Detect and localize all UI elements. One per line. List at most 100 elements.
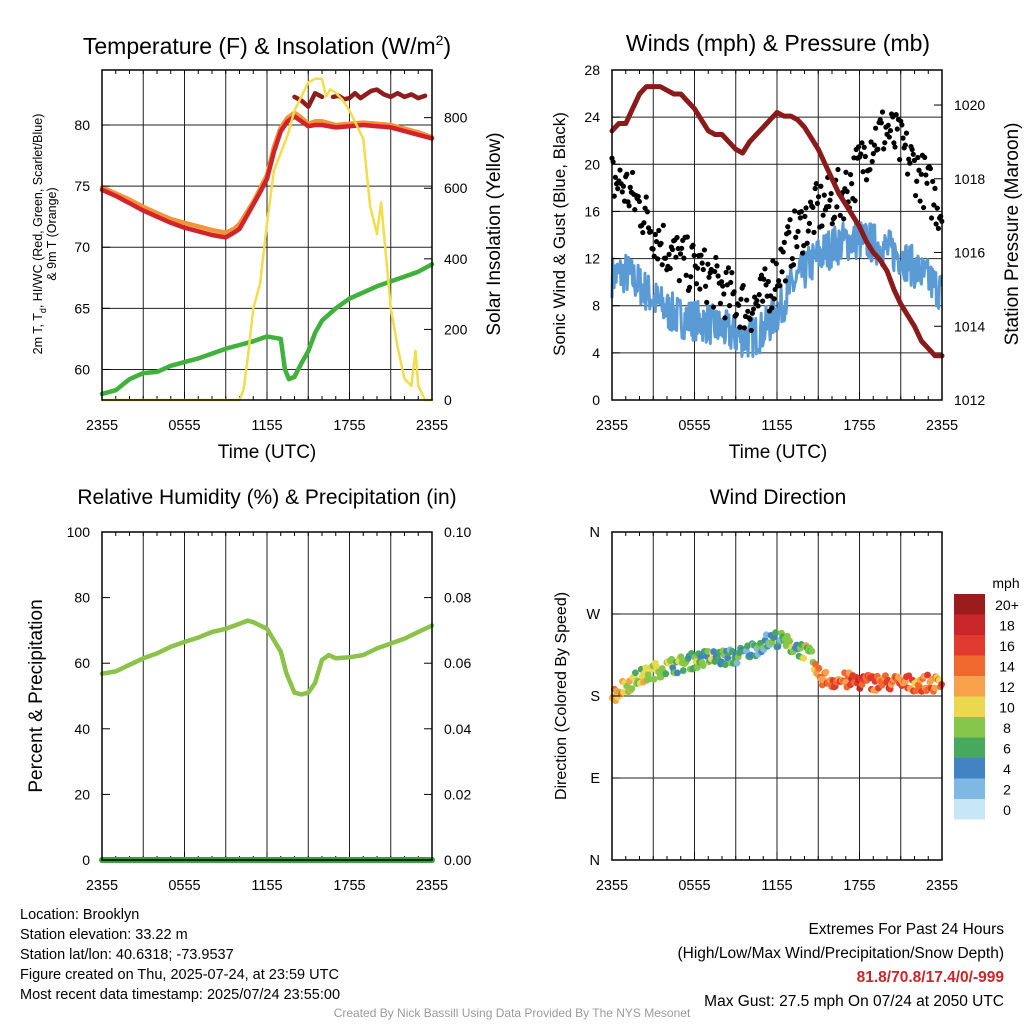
winds-gust-point — [878, 120, 884, 126]
winds-gust-point — [803, 205, 809, 211]
direction-point — [710, 648, 718, 655]
legend-swatch — [954, 594, 985, 615]
winds-gust-point — [932, 185, 938, 192]
legend-label: 10 — [999, 700, 1015, 716]
winds-y-tick-label: 28 — [584, 62, 600, 78]
winds-y2-label: Station Pressure (Maroon) — [1002, 123, 1023, 346]
temperature-y2-y-tick-label: 400 — [444, 251, 468, 267]
winds-gust-point — [780, 249, 786, 255]
direction-point — [800, 654, 808, 662]
winds-gust-point — [793, 234, 799, 240]
legend-swatch — [954, 717, 985, 738]
recent-timestamp: Most recent data timestamp: 2025/07/24 2… — [20, 987, 341, 1003]
direction-point — [631, 669, 639, 677]
winds-gust-point — [713, 254, 719, 261]
winds-gust-point — [911, 157, 918, 163]
direction-x-tick-label: 1755 — [843, 878, 875, 894]
credit-line: Created By Nick Bassill Using Data Provi… — [333, 1006, 691, 1020]
legend-label: 20+ — [995, 597, 1019, 613]
winds-gust-point — [815, 194, 822, 200]
winds-gust-point — [626, 203, 632, 209]
winds-chart-title: Winds (mph) & Pressure (mb) — [626, 30, 930, 56]
direction-point — [628, 685, 636, 693]
temperature-x-tick-label: 2355 — [86, 418, 118, 434]
winds-gust-point — [841, 216, 847, 222]
winds-gust-point — [700, 266, 706, 273]
direction-point — [772, 629, 780, 637]
temperature-chart-title: Temperature (F) & Insolation (W/m2) — [83, 32, 451, 59]
winds-x-label: Time (UTC) — [729, 442, 828, 463]
winds-gust-point — [690, 242, 696, 248]
winds-gust-point — [916, 167, 922, 173]
winds-gust-point — [867, 166, 873, 173]
humidity-y2-y-tick-label: 0.08 — [444, 590, 471, 606]
winds-gust-point — [762, 266, 768, 272]
winds-gust-point — [769, 305, 775, 311]
winds-gust-point — [819, 223, 825, 229]
humidity-y2-y-tick-label: 0.04 — [444, 721, 471, 737]
extremes-title: Extremes For Past 24 Hours — [808, 921, 1004, 938]
humidity-x-tick-label: 1155 — [251, 878, 282, 894]
direction-chart-title: Wind Direction — [710, 486, 847, 509]
winds-gust-point — [673, 254, 679, 260]
winds-y-tick-label: 0 — [592, 392, 600, 408]
winds-gust-point — [706, 274, 712, 280]
winds-gust-point — [632, 207, 638, 213]
winds-gust-point — [861, 144, 867, 150]
winds-gust-point — [737, 324, 743, 330]
winds-gust-point — [658, 240, 664, 246]
winds-gust-point — [847, 171, 854, 178]
winds-gust-point — [712, 268, 718, 275]
winds-gust-point — [640, 229, 646, 236]
winds-gust-point — [835, 166, 841, 173]
winds-gust-point — [826, 203, 832, 210]
direction-point — [815, 664, 823, 672]
direction-x-tick-label: 2355 — [926, 878, 958, 894]
direction-y-tick-label: N — [590, 853, 600, 869]
winds-gust-point — [615, 186, 621, 192]
winds-gust-point — [858, 151, 864, 157]
winds-y-tick-label: 16 — [584, 203, 600, 219]
winds-gust-point — [933, 221, 939, 227]
temperature-panel: Temperature (F) & Insolation (W/m2) Time… — [31, 32, 505, 463]
winds-gust-point — [756, 292, 762, 298]
winds-gust-point — [812, 185, 818, 192]
winds-gust-point — [655, 256, 661, 262]
winds-gust-point — [868, 139, 874, 145]
winds-y2-y-tick-label: 1018 — [954, 171, 985, 187]
winds-gust-point — [914, 178, 920, 184]
winds-gust-point — [612, 174, 619, 180]
direction-point — [808, 647, 816, 655]
winds-gust-point — [787, 217, 793, 223]
winds-gust-point — [805, 228, 811, 234]
winds-gust-point — [740, 282, 746, 289]
temperature-x-tick-label: 1155 — [251, 418, 282, 434]
winds-gust-point — [694, 265, 701, 271]
direction-point — [662, 670, 670, 678]
winds-gust-point — [870, 151, 876, 157]
direction-panel: Wind Direction Direction (Colored By Spe… — [553, 486, 1020, 894]
temperature-x-tick-label: 2355 — [416, 418, 448, 434]
winds-gust-point — [891, 140, 897, 146]
winds-gust-point — [860, 169, 866, 175]
winds-gust-point — [802, 213, 808, 219]
winds-gust-point — [729, 270, 735, 276]
winds-gust-point — [871, 142, 878, 148]
legend-label: 18 — [999, 618, 1015, 634]
winds-gust-point — [718, 279, 725, 285]
winds-gust-point — [844, 188, 850, 195]
winds-gust-point — [697, 286, 703, 292]
winds-gust-point — [636, 198, 642, 205]
winds-gust-point — [768, 293, 774, 299]
winds-x-tick-label: 1755 — [843, 418, 875, 434]
winds-gust-point — [781, 239, 787, 245]
winds-gust-point — [702, 283, 709, 289]
direction-point — [693, 664, 701, 671]
winds-gust-point — [927, 165, 934, 172]
temperature-y-tick-label: 65 — [74, 300, 90, 316]
winds-gust-point — [684, 234, 690, 240]
winds-gust-point — [643, 194, 649, 200]
legend-label: 4 — [1003, 761, 1011, 777]
humidity-x-tick-label: 2355 — [86, 878, 118, 894]
